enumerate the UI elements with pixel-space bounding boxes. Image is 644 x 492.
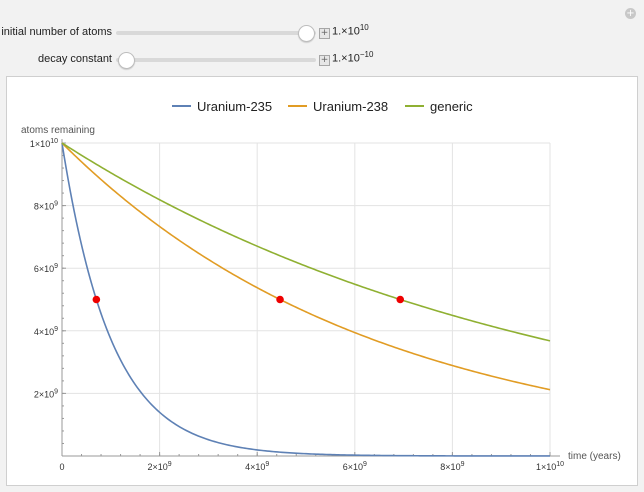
half-life-point xyxy=(276,295,284,304)
legend-label-2: generic xyxy=(430,99,473,114)
control-initial-atoms: initial number of atoms + 1.×1010 xyxy=(0,23,644,43)
legend: Uranium-235 Uranium-238 generic xyxy=(172,99,473,114)
initial-atoms-slider-thumb[interactable] xyxy=(298,25,315,42)
x-tick-label: 2×109 xyxy=(148,461,172,472)
y-tick-label: 1×1010 xyxy=(30,138,58,149)
y-tick-label: 2×109 xyxy=(34,388,58,399)
half-life-point xyxy=(396,295,405,304)
half-life-point xyxy=(92,295,101,304)
y-tick-label: 6×109 xyxy=(34,263,58,274)
x-tick-label: 1×1010 xyxy=(536,461,564,472)
y-tick-label: 4×109 xyxy=(34,326,58,337)
decay-chart: 0 2×109 4×109 6×109 8×109 1×1010 2×109 4×109 6×1… xyxy=(21,99,621,472)
initial-atoms-value: 1.×1010 xyxy=(332,23,369,38)
x-tick-label: 8×109 xyxy=(440,461,464,472)
series-line-1 xyxy=(61,142,551,391)
decay-constant-slider-thumb[interactable] xyxy=(118,52,135,69)
x-tick-label: 6×109 xyxy=(343,461,367,472)
decay-constant-label: decay constant xyxy=(38,53,112,65)
y-axis-label: atoms remaining xyxy=(21,125,95,136)
series-line-0 xyxy=(61,142,550,457)
decay-constant-expand-icon[interactable]: + xyxy=(319,55,330,66)
decay-constant-slider[interactable] xyxy=(116,52,316,69)
initial-atoms-slider[interactable] xyxy=(116,25,316,42)
initial-atoms-expand-icon[interactable]: + xyxy=(319,28,330,39)
decay-constant-value: 1.×10−10 xyxy=(332,50,374,65)
legend-label-1: Uranium-238 xyxy=(313,99,388,114)
x-tick-label: 4×109 xyxy=(245,461,269,472)
y-tick-label: 8×109 xyxy=(34,201,58,212)
x-axis-label: time (years) xyxy=(568,451,621,462)
legend-label-0: Uranium-235 xyxy=(197,99,272,114)
series-line-2 xyxy=(61,142,551,342)
add-options-icon[interactable]: + xyxy=(625,8,636,19)
control-decay-constant: decay constant + 1.×10−10 xyxy=(0,50,644,70)
initial-atoms-label: initial number of atoms xyxy=(1,26,112,38)
x-tick-label: 0 xyxy=(59,462,64,472)
plot-area: 0 2×109 4×109 6×109 8×109 1×1010 2×109 4×109 6×1… xyxy=(6,76,638,486)
